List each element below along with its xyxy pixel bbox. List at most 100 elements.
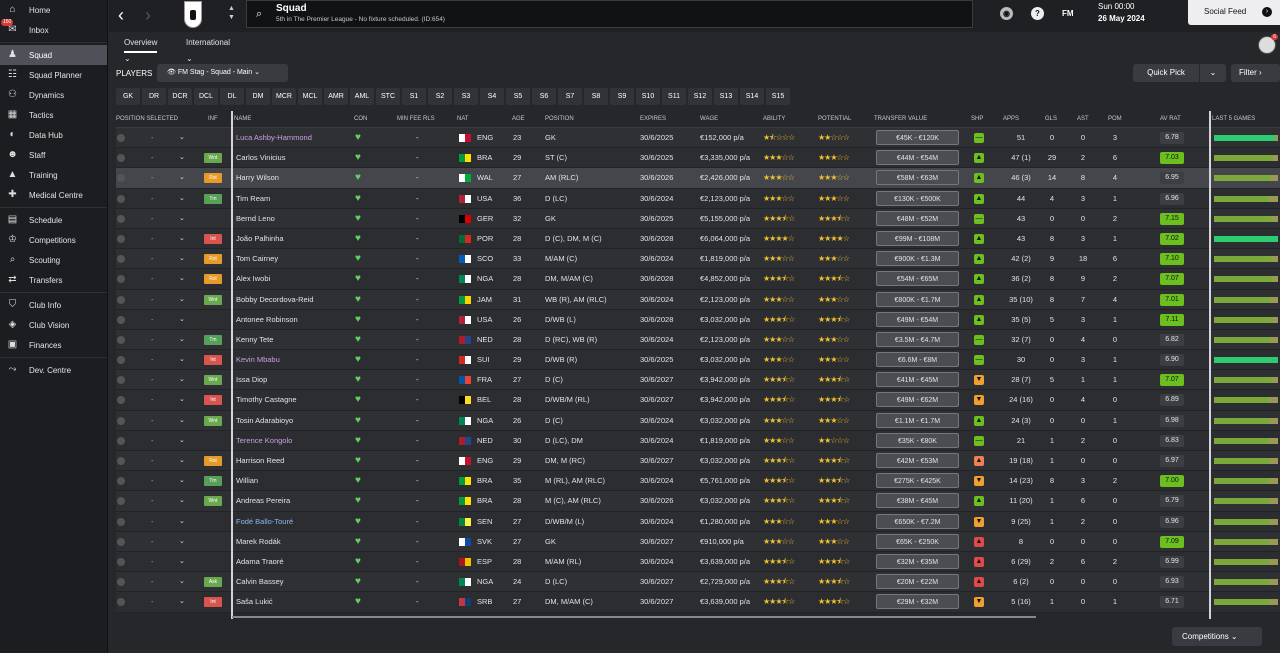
sidebar-item-training[interactable]: ▲ Training xyxy=(0,165,107,185)
fm-logo[interactable]: FM xyxy=(1062,9,1074,18)
row-select-toggle[interactable] xyxy=(117,194,125,203)
transfer-value[interactable]: €49M - €54M xyxy=(876,311,959,327)
transfer-value[interactable]: €58M - €63M xyxy=(876,170,959,186)
position-dropdown-icon[interactable]: ⌄ xyxy=(179,335,185,343)
row-select-toggle[interactable] xyxy=(117,315,125,324)
position-chip[interactable]: GK xyxy=(116,88,140,105)
position-dropdown-icon[interactable]: ⌄ xyxy=(179,578,185,586)
col-ast[interactable]: Ast xyxy=(1077,116,1089,122)
table-row[interactable]: - ⌄ Wnt Andreas Pereira ♥ - BRA 28 M (C), AM (RL… xyxy=(116,491,1280,512)
position-dropdown-icon[interactable]: ⌄ xyxy=(179,436,185,444)
row-select-toggle[interactable] xyxy=(117,598,125,607)
club-crest[interactable] xyxy=(184,1,202,28)
row-select-toggle[interactable] xyxy=(117,234,125,243)
position-dropdown-icon[interactable]: ⌄ xyxy=(179,477,185,485)
sidebar-item-scouting[interactable]: ⌕ Scouting xyxy=(0,250,107,270)
sidebar-item-schedule[interactable]: ▤ Schedule xyxy=(0,210,107,230)
table-row[interactable]: - ⌄ Wnt Bobby Decordova-Reid ♥ - JAM 31 WB (R), … xyxy=(116,289,1280,310)
transfer-value[interactable]: €275K - €425K xyxy=(876,473,959,489)
sidebar-item-transfers[interactable]: ⇄ Transfers xyxy=(0,270,107,290)
table-row[interactable]: - ⌄ Rst Harrison Reed ♥ - ENG 29 DM, M (RC) 30/6/… xyxy=(116,451,1280,472)
position-dropdown-icon[interactable]: ⌄ xyxy=(179,174,185,182)
col-nat[interactable]: Nat xyxy=(457,116,469,122)
row-select-toggle[interactable] xyxy=(117,457,125,465)
row-select-toggle[interactable] xyxy=(117,255,125,264)
position-dropdown-icon[interactable]: ⌄ xyxy=(179,295,185,303)
row-select-toggle[interactable] xyxy=(117,214,125,223)
transfer-value[interactable]: €48M - €52M xyxy=(876,210,959,226)
player-name[interactable]: Tom Cairney xyxy=(236,254,279,264)
transfer-value[interactable]: €6.6M - €8M xyxy=(876,352,959,368)
chevron-down-icon[interactable]: ⌄ xyxy=(1200,64,1226,82)
player-name[interactable]: Issa Diop xyxy=(236,375,268,385)
position-chip[interactable]: S2 xyxy=(428,88,452,105)
player-name[interactable]: Tosin Adarabioyo xyxy=(236,415,294,425)
position-dropdown-icon[interactable]: ⌄ xyxy=(179,457,185,464)
col-position[interactable]: Position xyxy=(545,116,574,122)
transfer-value[interactable]: €650K - €7.2M xyxy=(876,513,959,529)
col-transfer-value[interactable]: Transfer Value xyxy=(874,116,928,122)
position-dropdown-icon[interactable]: ⌄ xyxy=(179,214,185,222)
sidebar-item-home[interactable]: ⌂ Home xyxy=(0,0,107,20)
position-dropdown-icon[interactable]: ⌄ xyxy=(179,517,185,525)
sidebar-item-club-info[interactable]: ⛉ Club Info xyxy=(0,295,107,315)
table-row[interactable]: - ⌄ Tm Tim Ream ♥ - USA 36 D (LC) 30/6/2024 €2,123… xyxy=(116,188,1280,209)
position-chip[interactable]: S3 xyxy=(454,88,478,105)
position-dropdown-icon[interactable]: ⌄ xyxy=(179,376,185,384)
player-name[interactable]: Terence Kongolo xyxy=(236,435,293,445)
position-chip[interactable]: S11 xyxy=(662,88,686,105)
row-select-toggle[interactable] xyxy=(117,517,125,526)
transfer-value[interactable]: €32M - €35M xyxy=(876,553,959,569)
position-dropdown-icon[interactable]: ⌄ xyxy=(179,275,185,283)
col-expires[interactable]: Expires xyxy=(640,116,667,122)
position-chip[interactable]: S13 xyxy=(714,88,738,105)
position-chip[interactable]: DCR xyxy=(168,88,192,105)
table-row[interactable]: - ⌄ Rst Harry Wilson ♥ - WAL 27 AM (RLC) 30/6/202… xyxy=(116,168,1280,189)
position-dropdown-icon[interactable]: ⌄ xyxy=(179,234,185,242)
col-gls[interactable]: Gls xyxy=(1045,116,1058,122)
player-name[interactable]: João Palhinha xyxy=(236,233,284,243)
col-position-selected[interactable]: Position Selected xyxy=(116,116,179,122)
transfer-value[interactable]: €20M - €22M xyxy=(876,574,959,590)
sidebar-item-inbox[interactable]: ✉ 150 Inbox xyxy=(0,19,107,40)
transfer-value[interactable]: €130K - €500K xyxy=(876,190,959,206)
table-row[interactable]: - ⌄ Wnt Issa Diop ♥ - FRA 27 D (C) 30/6/2027 €3,94… xyxy=(116,370,1280,391)
player-name[interactable]: Andreas Pereira xyxy=(236,496,291,506)
position-dropdown-icon[interactable]: ⌄ xyxy=(179,154,185,162)
transfer-value[interactable]: €45K - €120K xyxy=(876,130,959,145)
position-chip[interactable]: STC xyxy=(376,88,400,105)
position-dropdown-icon[interactable]: ⌄ xyxy=(179,497,185,505)
col-con[interactable]: Con xyxy=(354,116,368,122)
transfer-value[interactable]: €44M - €54M xyxy=(876,150,959,166)
horizontal-scrollbar[interactable] xyxy=(232,616,1036,618)
position-dropdown-icon[interactable]: ⌄ xyxy=(179,134,185,141)
table-row[interactable]: - ⌄ Adama Traoré ♥ - ESP 28 M/AM (RL) 30/6/2024 €… xyxy=(116,551,1280,573)
position-chip[interactable]: DR xyxy=(142,88,166,105)
position-dropdown-icon[interactable]: ⌄ xyxy=(179,356,185,364)
row-select-toggle[interactable] xyxy=(117,335,125,344)
row-select-toggle[interactable] xyxy=(117,477,125,486)
row-select-toggle[interactable] xyxy=(117,557,125,566)
avatar[interactable]: 6 xyxy=(1258,34,1278,54)
table-row[interactable]: - ⌄ Antonee Robinson ♥ - USA 26 D/WB (L) 30/6/20… xyxy=(116,309,1280,330)
table-row[interactable]: - ⌄ Luca Ashby-Hammond ♥ - ENG 23 GK 30/6/2025 €1… xyxy=(116,128,1280,149)
col-potential[interactable]: Potential xyxy=(818,116,852,122)
position-dropdown-icon[interactable]: ⌄ xyxy=(179,396,185,404)
transfer-value[interactable]: €99M - €108M xyxy=(876,230,959,246)
player-name[interactable]: Saša Lukić xyxy=(236,597,273,607)
col-wage[interactable]: Wage xyxy=(700,116,719,122)
sidebar-item-dynamics[interactable]: ⚇ Dynamics xyxy=(0,85,107,105)
col-apps[interactable]: Apps xyxy=(1003,116,1020,122)
table-row[interactable]: - ⌄ Int João Palhinha ♥ - POR 28 D (C), DM, M (C… xyxy=(116,228,1280,250)
tab-overview[interactable]: Overview ⌄ xyxy=(124,35,158,63)
row-select-toggle[interactable] xyxy=(117,295,125,304)
sidebar-item-squad-planner[interactable]: ☷ Squad Planner xyxy=(0,65,107,85)
table-row[interactable]: - ⌄ Marek Rodák ♥ - SVK 27 GK 30/6/2027 €910,000 … xyxy=(116,531,1280,552)
col-inf[interactable]: Inf xyxy=(208,116,218,122)
position-chip[interactable]: S1 xyxy=(402,88,426,105)
col-last5[interactable]: Last 5 Games xyxy=(1212,116,1256,122)
position-chip[interactable]: MCR xyxy=(272,88,296,105)
position-dropdown-icon[interactable]: ⌄ xyxy=(179,537,185,545)
row-select-toggle[interactable] xyxy=(117,356,125,365)
quick-pick-button[interactable]: Quick Pick xyxy=(1133,64,1199,82)
